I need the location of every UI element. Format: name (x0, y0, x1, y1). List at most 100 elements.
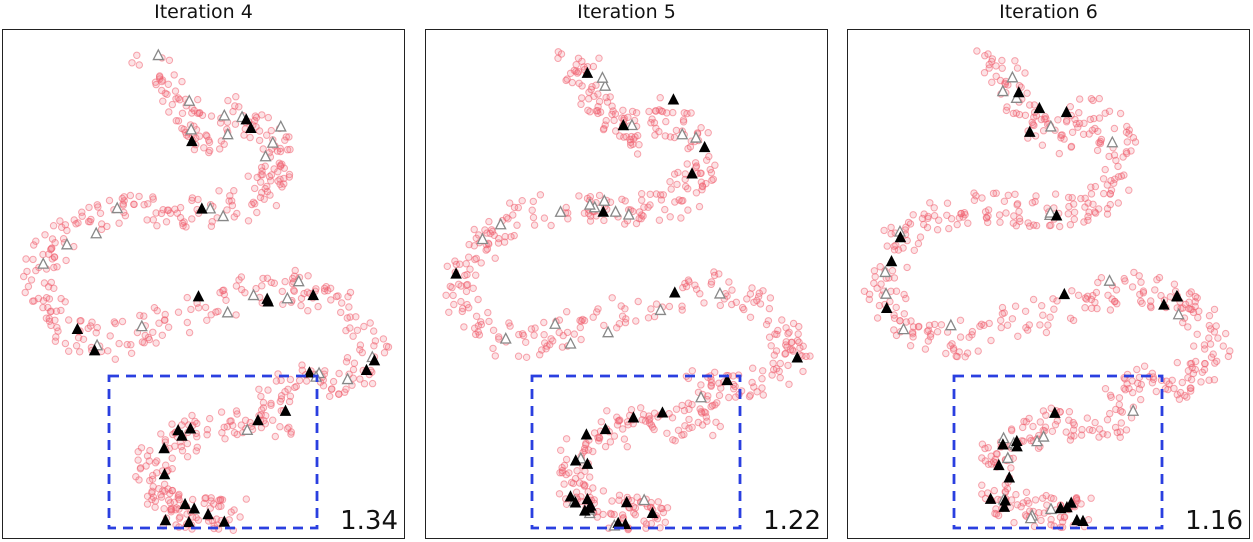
background-point (1115, 394, 1124, 402)
filled-triangle-marker (569, 454, 582, 466)
background-point (1114, 173, 1123, 181)
background-point (165, 56, 174, 64)
background-point (622, 133, 631, 141)
background-point (160, 505, 168, 513)
open-triangle-marker (247, 288, 260, 301)
background-point (651, 107, 660, 115)
background-point (620, 133, 628, 141)
background-point (562, 455, 571, 464)
background-point (984, 218, 992, 227)
background-point (762, 320, 771, 329)
background-point (370, 327, 378, 335)
background-point (29, 255, 37, 264)
background-point (658, 504, 666, 513)
panel-title-2: Iteration 5 (577, 1, 676, 23)
background-point (1110, 124, 1119, 133)
background-point (728, 286, 736, 294)
background-point (269, 416, 277, 424)
background-point (1057, 134, 1065, 142)
background-point (1194, 313, 1202, 322)
background-point (599, 510, 607, 519)
background-point (630, 135, 638, 143)
background-point (1095, 425, 1104, 433)
background-point (749, 364, 757, 372)
background-point (943, 199, 952, 207)
background-point (157, 430, 165, 438)
background-point (133, 51, 141, 59)
background-point (608, 110, 616, 119)
background-point (1019, 499, 1028, 507)
background-point (143, 500, 152, 508)
background-point (345, 303, 353, 311)
background-point (638, 190, 646, 198)
open-triangle-marker (341, 372, 354, 385)
background-point (1044, 321, 1052, 329)
filled-triangle-marker (581, 457, 594, 469)
background-point (450, 300, 458, 309)
background-point (285, 173, 293, 181)
background-point (164, 323, 173, 331)
background-point (716, 422, 724, 431)
background-point (1053, 297, 1061, 305)
background-point (1017, 503, 1025, 511)
background-point (326, 392, 334, 400)
background-point (1170, 280, 1179, 288)
background-point (255, 385, 263, 393)
background-point (590, 92, 598, 101)
background-point (39, 303, 47, 312)
background-point (632, 317, 640, 325)
background-point (639, 212, 647, 220)
open-triangle-marker (1006, 70, 1019, 83)
background-point (193, 433, 201, 441)
highlight-region-box (530, 374, 742, 530)
background-point (680, 430, 688, 439)
background-point (608, 294, 616, 302)
background-point (974, 347, 982, 355)
background-point (1081, 304, 1089, 312)
background-point (1137, 297, 1145, 305)
background-point (1090, 114, 1098, 123)
background-point (21, 288, 29, 297)
background-point (953, 220, 961, 229)
background-point (1178, 378, 1186, 387)
open-triangle-marker (625, 118, 638, 131)
background-point (1037, 516, 1045, 525)
background-point (149, 195, 158, 203)
background-point (217, 408, 226, 416)
background-point (216, 496, 225, 504)
background-point (529, 213, 538, 222)
background-point (992, 62, 1000, 70)
open-triangle-marker (1010, 91, 1023, 103)
background-point (1112, 156, 1120, 165)
filled-triangle-marker (1077, 514, 1089, 526)
open-triangle-marker (1044, 502, 1057, 515)
background-point (474, 295, 482, 304)
background-point (942, 349, 950, 358)
background-point (1002, 209, 1010, 217)
background-point (1187, 384, 1195, 392)
background-point (695, 202, 704, 211)
filled-triangle-marker (721, 373, 733, 386)
background-point (765, 333, 774, 341)
open-triangle-marker (596, 71, 609, 83)
filled-triangle-marker (581, 492, 594, 505)
background-point (286, 145, 294, 154)
background-point (1015, 207, 1023, 216)
filled-triangle-marker (656, 406, 669, 418)
background-point (1134, 379, 1142, 387)
background-point (988, 78, 996, 86)
background-point (573, 467, 581, 475)
background-point (624, 421, 632, 429)
background-point (981, 444, 989, 453)
background-point (172, 504, 181, 512)
background-point (998, 64, 1006, 72)
background-point (135, 192, 143, 201)
background-point (991, 455, 1000, 463)
background-point (171, 442, 179, 450)
background-point (251, 184, 259, 193)
background-point (1105, 107, 1114, 116)
background-point (105, 196, 114, 205)
background-point (360, 380, 369, 388)
open-triangle-marker (654, 303, 667, 316)
background-point (489, 326, 498, 334)
